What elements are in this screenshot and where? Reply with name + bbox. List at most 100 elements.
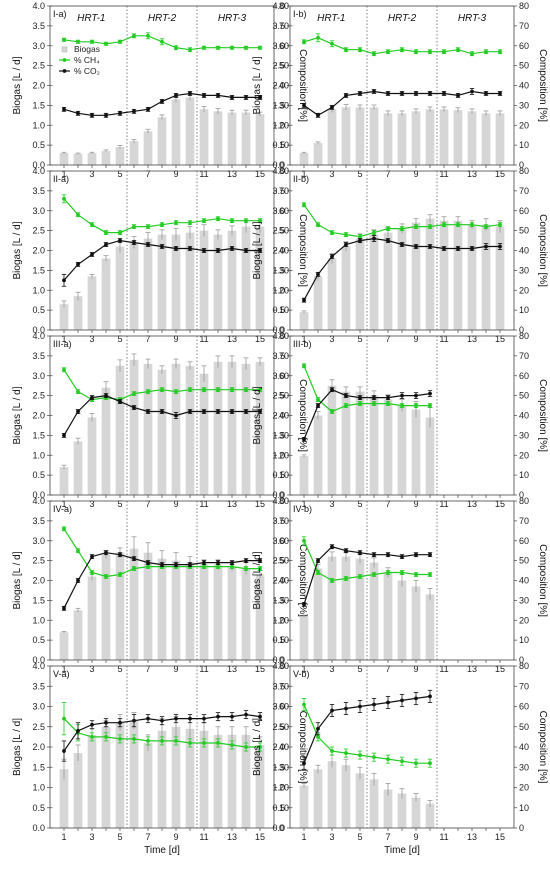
ch4-point [386,401,390,406]
biogas-bar [87,576,97,660]
x-tick-label: 11 [199,832,208,842]
co2-point [414,696,418,701]
x-tick-label: 9 [173,169,178,179]
co2-point [428,552,432,557]
ch4-point [330,578,334,583]
right-tick-label: 20 [519,615,529,625]
left-tick-label: 2.5 [272,556,285,566]
ch4-point [244,218,248,223]
co2-point [330,254,334,259]
left-tick-label: 0.5 [32,140,45,150]
right-axis-title: Composition [%] [297,49,308,122]
left-tick-label: 1.0 [272,450,285,460]
panel-label: II-b) [293,174,309,184]
co2-point [442,91,446,96]
ch4-point [344,47,348,52]
biogas-bar [185,562,195,660]
co2-point [132,240,136,245]
biogas-bar [241,568,251,660]
co2-point [428,391,432,396]
ch4-point [316,222,320,227]
co2-point [160,562,164,567]
co2-point [498,91,502,96]
co2-point [330,544,334,549]
ch4-point [258,745,262,749]
x-tick-label: 1 [301,334,306,344]
left-tick-label: 1.5 [32,265,45,275]
co2-point [258,95,262,100]
biogas-bar [495,113,505,165]
co2-point [344,548,348,553]
x-tick-label: 1 [301,832,306,842]
right-tick-label: 60 [519,206,529,216]
biogas-bar [143,131,153,165]
co2-point [146,242,150,247]
biogas-bar [397,580,407,660]
biogas-bar [383,399,393,495]
co2-point [202,716,206,721]
left-tick-label: 0.0 [272,655,285,665]
co2-point [372,702,376,707]
co2-point [216,714,220,719]
x-tick-label: 5 [357,169,362,179]
ch4-point [316,570,320,575]
biogas-bar [313,143,323,165]
x-tick-label: 13 [227,832,237,842]
x-tick-label: 11 [199,499,208,509]
biogas-bar [355,773,365,828]
x-tick-label: 1 [61,832,66,842]
co2-point [188,716,192,721]
ch4-point [202,387,206,392]
co2-point [132,405,136,410]
ch4-point [400,570,404,575]
right-tick-label: 10 [279,140,289,150]
right-tick-label: 70 [279,681,289,691]
right-tick-label: 80 [279,331,289,341]
biogas-bar [425,109,435,165]
biogas-bar [369,107,379,165]
left-tick-label: 1.0 [32,783,45,793]
right-tick-label: 50 [519,722,529,732]
co2-point [202,93,206,98]
biogas-bar [87,734,97,828]
right-tick-label: 40 [519,411,529,421]
co2-point [216,93,220,98]
biogas-bar [299,312,309,330]
right-axis-title: Composition [%] [537,214,548,287]
biogas-bar [383,232,393,330]
left-tick-label: 3.0 [272,206,285,216]
panel-label: I-a) [53,9,67,19]
x-tick-label: 11 [439,664,448,674]
panel-V-a: V-a) 0.0 0.5 1.0 1.5 2.0 2.5 3.0 3.5 4.0 0 10 20 30 40… [12,661,308,856]
co2-point [302,298,306,303]
co2-point [344,242,348,247]
biogas-bar [59,632,69,660]
right-tick-label: 40 [279,576,289,586]
hrt-label: HRT-2 [148,13,177,24]
right-tick-label: 30 [279,265,289,275]
left-tick-label: 1.5 [32,100,45,110]
x-tick-label: 15 [495,334,505,344]
biogas-bar [101,258,111,330]
left-tick-label: 0.0 [272,160,285,170]
panel-V-b: V-b)0.00.51.01.52.02.53.03.54.0010203040… [252,661,548,856]
left-tick-label: 0.0 [32,490,45,500]
ch4-point [216,741,220,745]
co2-point [90,722,94,727]
co2-point [244,712,248,717]
x-tick-label: 11 [439,832,448,842]
biogas-bar [115,246,125,330]
left-tick-label: 1.0 [272,120,285,130]
ch4-point [202,741,206,745]
biogas-bar [171,560,181,660]
x-tick-label: 13 [467,499,477,509]
co2-point [118,720,122,725]
left-axis-title: Biogas [L / d] [12,718,23,776]
co2-point [302,602,306,607]
biogas-bar [227,734,237,828]
x-tick-label: 9 [413,664,418,674]
biogas-bar [341,391,351,495]
biogas-bar [227,361,237,495]
co2-point [118,238,122,243]
left-tick-label: 2.0 [272,246,285,256]
